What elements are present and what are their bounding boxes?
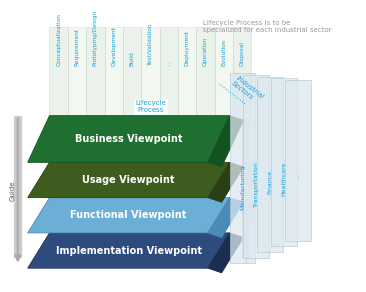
Polygon shape xyxy=(28,162,229,198)
Polygon shape xyxy=(123,27,141,120)
Text: Prototyping/Design: Prototyping/Design xyxy=(93,10,98,66)
Text: Usage Viewpoint: Usage Viewpoint xyxy=(82,175,175,185)
Polygon shape xyxy=(28,198,229,233)
Text: Business Viewpoint: Business Viewpoint xyxy=(75,134,182,144)
Polygon shape xyxy=(285,80,311,241)
Text: ...: ... xyxy=(295,173,300,180)
Text: Development: Development xyxy=(111,26,116,66)
Text: Lifecycle Process is to be
specialized for each industrial sector: Lifecycle Process is to be specialized f… xyxy=(203,20,332,33)
Text: Deployment: Deployment xyxy=(184,30,190,66)
Text: Evolution: Evolution xyxy=(221,39,226,66)
Polygon shape xyxy=(271,79,297,246)
Text: Functional Viewpoint: Functional Viewpoint xyxy=(70,210,187,220)
Polygon shape xyxy=(214,27,233,120)
Polygon shape xyxy=(243,75,269,258)
Text: Guide: Guide xyxy=(10,180,16,201)
Polygon shape xyxy=(141,27,160,120)
Text: Build: Build xyxy=(130,51,135,66)
Polygon shape xyxy=(208,198,243,238)
Polygon shape xyxy=(86,27,105,120)
Polygon shape xyxy=(229,73,255,263)
Polygon shape xyxy=(208,162,243,202)
Text: Transportation: Transportation xyxy=(254,161,259,207)
Polygon shape xyxy=(160,27,178,120)
Text: Test/Validation: Test/Validation xyxy=(148,24,153,66)
Text: ...: ... xyxy=(166,61,171,66)
Text: Finance: Finance xyxy=(268,170,273,194)
Text: Implementation Viewpoint: Implementation Viewpoint xyxy=(56,246,202,256)
Text: Requirement: Requirement xyxy=(75,28,79,66)
Text: Manufacturing: Manufacturing xyxy=(240,164,245,210)
Polygon shape xyxy=(105,27,123,120)
Text: Healthcare: Healthcare xyxy=(281,162,287,197)
Polygon shape xyxy=(233,27,251,120)
Polygon shape xyxy=(257,77,283,252)
Polygon shape xyxy=(28,233,229,268)
Text: Conceptualization: Conceptualization xyxy=(56,13,61,66)
Text: Operation: Operation xyxy=(203,37,208,66)
Polygon shape xyxy=(178,27,196,120)
Polygon shape xyxy=(208,233,243,273)
Polygon shape xyxy=(28,116,229,162)
Polygon shape xyxy=(208,116,243,167)
Text: Industrial
Sectors: Industrial Sectors xyxy=(231,75,265,105)
Text: Validate & Revise: Validate & Revise xyxy=(248,161,254,222)
Text: Disposal: Disposal xyxy=(240,41,244,66)
Polygon shape xyxy=(196,27,214,120)
Polygon shape xyxy=(68,27,86,120)
Text: Lifecycle
Process: Lifecycle Process xyxy=(135,100,166,113)
Polygon shape xyxy=(49,27,68,120)
